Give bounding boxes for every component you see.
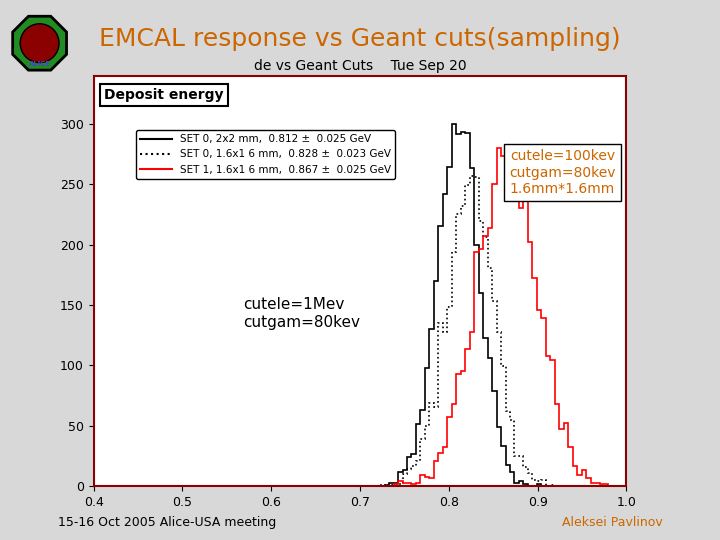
Text: cutele=1Mev
cutgam=80kev: cutele=1Mev cutgam=80kev — [243, 298, 360, 330]
Circle shape — [20, 24, 59, 63]
Legend: SET 0, 2x2 mm,  0.812 ±  0.025 GeV, SET 0, 1.6x1 6 mm,  0.828 ±  0.023 GeV, SET : SET 0, 2x2 mm, 0.812 ± 0.025 GeV, SET 0,… — [136, 130, 395, 179]
Text: EMCAL response vs Geant cuts(sampling): EMCAL response vs Geant cuts(sampling) — [99, 27, 621, 51]
Text: ALICE: ALICE — [29, 61, 50, 67]
Text: 15-16 Oct 2005 Alice-USA meeting: 15-16 Oct 2005 Alice-USA meeting — [58, 516, 276, 529]
Text: cutele=100kev
cutgam=80kev
1.6mm*1.6mm: cutele=100kev cutgam=80kev 1.6mm*1.6mm — [509, 150, 616, 196]
Text: Aleksei Pavlinov: Aleksei Pavlinov — [562, 516, 662, 529]
Title: de vs Geant Cuts    Tue Sep 20: de vs Geant Cuts Tue Sep 20 — [253, 59, 467, 73]
Text: Deposit energy: Deposit energy — [104, 88, 224, 102]
